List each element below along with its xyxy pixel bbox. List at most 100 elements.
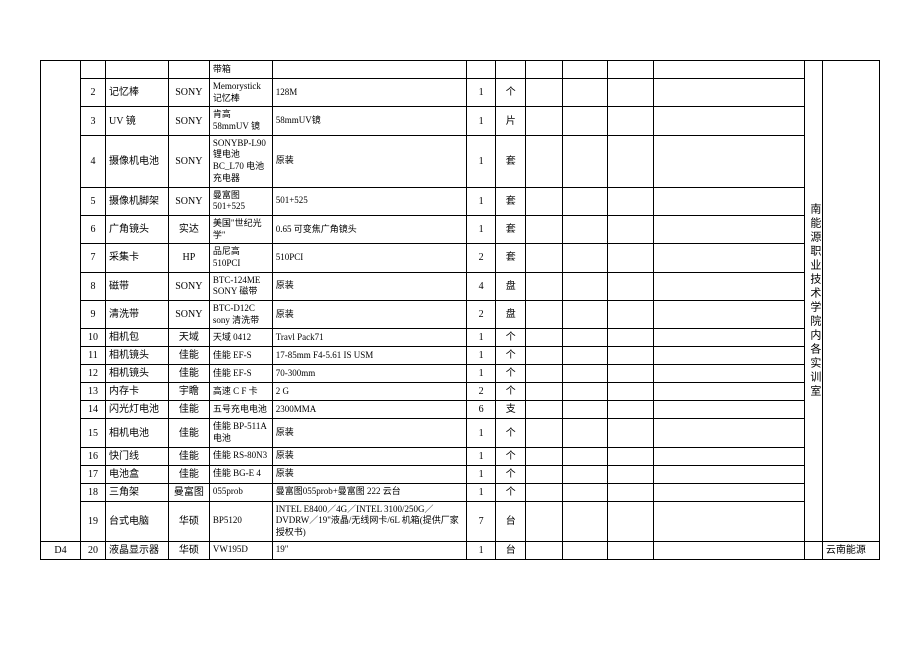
table-row: 4摄像机电池SONYSONYBP-L90 锂电池 BC_L70 电池充电器原装1… [41, 135, 880, 187]
brand: 华硕 [168, 501, 209, 541]
row-index: 7 [80, 244, 105, 272]
row-index: 20 [80, 541, 105, 559]
blank [562, 465, 608, 483]
spec: Travl Pack71 [272, 329, 466, 347]
blank [608, 107, 654, 135]
blank [608, 447, 654, 465]
spec: 128M [272, 79, 466, 107]
side-vertical-text-label: 南能源职业技术学院内各实训室 [808, 203, 822, 399]
row-index: 5 [80, 187, 105, 215]
table-row: 16快门线佳能佳能 RS-80N3原装1个 [41, 447, 880, 465]
model: BTC-D12C sony 清洗带 [209, 301, 272, 329]
unit: 个 [496, 419, 526, 447]
table-row: 2记忆棒SONYMemorystick记忆棒128M1个 [41, 79, 880, 107]
blank [653, 419, 804, 447]
table-row: 19台式电脑华硕BP5120INTEL E8400／4G／INTEL 3100/… [41, 501, 880, 541]
spec: 17-85mm F4-5.61 IS USM [272, 347, 466, 365]
table-row: 6广角镜头实达美国"世纪光学"0.65 可变焦广角镜头1套 [41, 215, 880, 243]
blank [653, 79, 804, 107]
blank [562, 79, 608, 107]
brand: 佳能 [168, 447, 209, 465]
item-name: 清洗带 [106, 301, 169, 329]
blank [653, 465, 804, 483]
blank [608, 135, 654, 187]
row-index: 6 [80, 215, 105, 243]
brand: 佳能 [168, 365, 209, 383]
row-index: 2 [80, 79, 105, 107]
model: BP5120 [209, 501, 272, 541]
qty: 2 [466, 301, 496, 329]
brand: 佳能 [168, 347, 209, 365]
brand: 佳能 [168, 419, 209, 447]
row-index [80, 61, 105, 79]
blank [653, 541, 804, 559]
unit: 个 [496, 383, 526, 401]
item-name: 采集卡 [106, 244, 169, 272]
blank [608, 272, 654, 300]
blank [653, 135, 804, 187]
brand: HP [168, 244, 209, 272]
item-name: 快门线 [106, 447, 169, 465]
item-name: 闪光灯电池 [106, 401, 169, 419]
model: 五号充电电池 [209, 401, 272, 419]
item-name [106, 61, 169, 79]
blank [608, 401, 654, 419]
blank [653, 61, 804, 79]
unit: 支 [496, 401, 526, 419]
table-row: 14闪光灯电池佳能五号充电电池2300MMA6支 [41, 401, 880, 419]
unit: 台 [496, 541, 526, 559]
blank [562, 347, 608, 365]
blank [608, 465, 654, 483]
qty: 1 [466, 135, 496, 187]
blank [653, 483, 804, 501]
blank [526, 383, 563, 401]
item-name: 三角架 [106, 483, 169, 501]
qty: 1 [466, 447, 496, 465]
blank [526, 244, 563, 272]
blank [608, 244, 654, 272]
unit: 个 [496, 483, 526, 501]
table-row: 带箱南能源职业技术学院内各实训室 [41, 61, 880, 79]
spec: 0.65 可变焦广角镜头 [272, 215, 466, 243]
qty: 1 [466, 215, 496, 243]
qty: 1 [466, 329, 496, 347]
blank [608, 347, 654, 365]
blank [653, 383, 804, 401]
spec: 501+525 [272, 187, 466, 215]
blank [562, 419, 608, 447]
model: SONYBP-L90 锂电池 BC_L70 电池充电器 [209, 135, 272, 187]
qty: 6 [466, 401, 496, 419]
model: 佳能 EF-S [209, 365, 272, 383]
blank [526, 61, 563, 79]
unit: 台 [496, 501, 526, 541]
blank [526, 501, 563, 541]
blank [562, 483, 608, 501]
spec: INTEL E8400／4G／INTEL 3100/250G／DVDRW／19"… [272, 501, 466, 541]
table-row: 12相机镜头佳能佳能 EF-S70-300mm1个 [41, 365, 880, 383]
unit: 个 [496, 329, 526, 347]
unit: 套 [496, 135, 526, 187]
model: 佳能 BG-E 4 [209, 465, 272, 483]
qty: 1 [466, 465, 496, 483]
brand: 实达 [168, 215, 209, 243]
blank [653, 329, 804, 347]
table-row: D420液晶显示器华硕VW195D19"1台云南能源 [41, 541, 880, 559]
spec: 原装 [272, 301, 466, 329]
blank [526, 483, 563, 501]
qty: 1 [466, 347, 496, 365]
item-name: 液晶显示器 [106, 541, 169, 559]
unit: 个 [496, 347, 526, 365]
blank [608, 365, 654, 383]
spec: 原装 [272, 447, 466, 465]
item-name: UV 镜 [106, 107, 169, 135]
row-index: 9 [80, 301, 105, 329]
blank [822, 61, 879, 542]
brand: 华硕 [168, 541, 209, 559]
row-index: 10 [80, 329, 105, 347]
brand: SONY [168, 272, 209, 300]
unit: 套 [496, 244, 526, 272]
blank [526, 419, 563, 447]
qty [466, 61, 496, 79]
brand: 宇瞻 [168, 383, 209, 401]
blank [526, 301, 563, 329]
